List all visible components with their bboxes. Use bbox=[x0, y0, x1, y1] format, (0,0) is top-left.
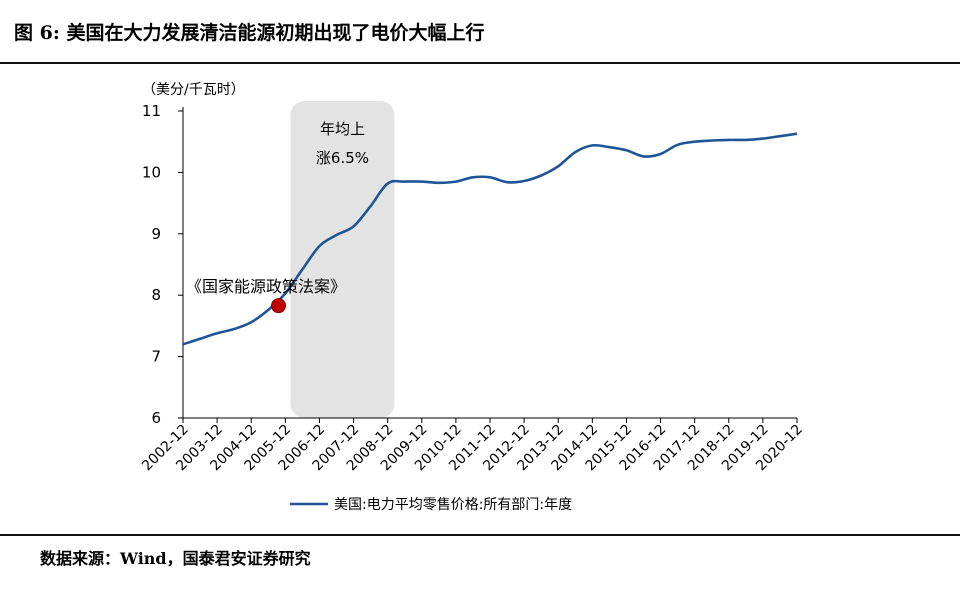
y-tick-label: 7 bbox=[151, 348, 161, 366]
marker-group: 《国家能源政策法案》 bbox=[186, 277, 346, 314]
event-marker-label: 《国家能源政策法案》 bbox=[186, 277, 346, 296]
band-label-line1: 年均上 bbox=[320, 120, 365, 138]
y-axis-unit-label: （美分/千瓦时） bbox=[142, 82, 245, 98]
y-tick-label: 6 bbox=[151, 409, 161, 427]
legend-label: 美国:电力平均零售价格:所有部门:年度 bbox=[334, 497, 572, 513]
y-tick-label: 8 bbox=[151, 286, 161, 304]
event-marker bbox=[271, 298, 287, 314]
legend: 美国:电力平均零售价格:所有部门:年度 bbox=[290, 497, 572, 513]
y-tick-label: 11 bbox=[142, 102, 161, 120]
y-tick-label: 10 bbox=[142, 163, 161, 181]
highlight-band bbox=[290, 101, 395, 418]
series-line bbox=[182, 132, 798, 346]
bottom-rule bbox=[0, 534, 960, 536]
figure-title: 图 6: 美国在大力发展清洁能源初期出现了电价大幅上行 bbox=[14, 22, 485, 44]
band-label-line2: 涨6.5% bbox=[316, 149, 369, 167]
source-note: 数据来源：Wind，国泰君安证券研究 bbox=[40, 549, 311, 568]
top-rule bbox=[0, 62, 960, 64]
y-tick-label: 9 bbox=[151, 225, 161, 243]
series-group bbox=[182, 132, 798, 346]
